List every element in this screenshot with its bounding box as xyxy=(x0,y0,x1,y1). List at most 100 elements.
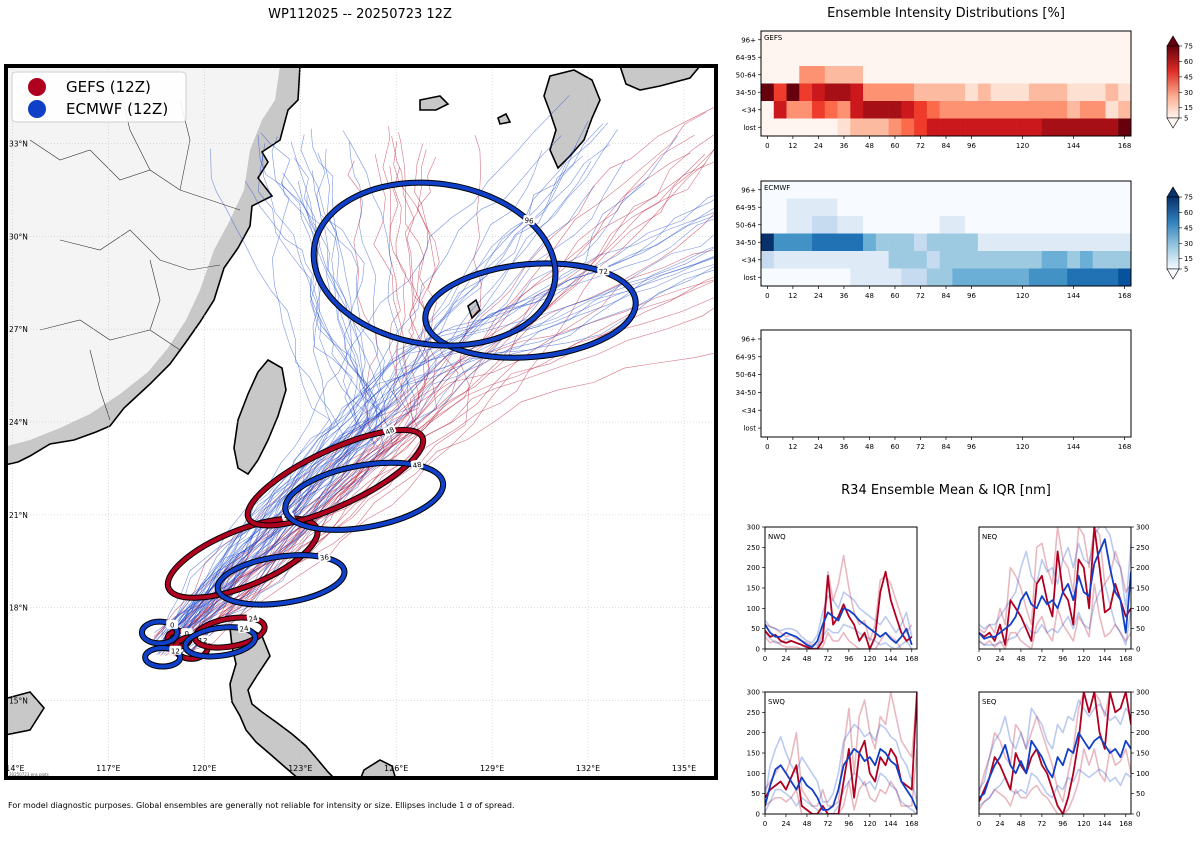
heatmap-cell xyxy=(837,233,851,252)
heatmap-cell xyxy=(977,233,991,252)
heatmap-cell xyxy=(1092,101,1106,119)
heatmap-cell xyxy=(863,101,877,119)
heatmap-xtick-label: 96 xyxy=(967,443,976,451)
heatmap-cell xyxy=(965,233,979,252)
heatmap-ytick-label: 34-50 xyxy=(736,239,756,247)
heatmap-cell xyxy=(875,101,889,119)
heatmap-cell xyxy=(850,216,864,234)
heatmap-cell xyxy=(1079,181,1094,199)
heatmap-cell xyxy=(1028,66,1042,84)
ecmwf-mean-line xyxy=(765,748,917,811)
heatmap-cell xyxy=(939,268,953,287)
heatmap-cell xyxy=(1092,48,1106,67)
ecmwf-ellipse-24: 24 xyxy=(182,623,259,660)
heatmap-cell xyxy=(1028,233,1042,252)
heatmap-xtick-label: 12 xyxy=(788,142,797,150)
r34-xtick-label: 48 xyxy=(1016,820,1025,828)
heatmap-cell xyxy=(939,233,953,252)
r34-xtick-label: 0 xyxy=(977,655,981,663)
ensemble-track xyxy=(165,143,459,645)
heatmap-cell xyxy=(926,181,940,199)
r34-ytick-label: 250 xyxy=(1136,544,1149,552)
heatmap-cell xyxy=(952,48,966,67)
heatmap-cell xyxy=(773,181,787,199)
heatmap-cell xyxy=(850,251,864,269)
r34-ytick-label: 50 xyxy=(1136,625,1145,633)
heatmap-cell xyxy=(837,198,851,217)
r34-series-group xyxy=(765,554,913,649)
ensemble-track xyxy=(156,197,716,655)
gefs-iqr-low-line xyxy=(979,583,1131,649)
ecmwf-ellipse-12: 12 xyxy=(142,644,184,670)
heatmap-cell xyxy=(773,216,787,234)
heatmap-cell xyxy=(1079,31,1094,49)
ellipse-ring xyxy=(139,619,180,646)
colorbar-tick-label: 15 xyxy=(1184,255,1193,263)
heatmap-cell xyxy=(990,31,1004,49)
ensemble-track xyxy=(164,136,330,644)
lon-tick-label: 117°E xyxy=(96,764,120,773)
heatmap-background xyxy=(761,330,1131,437)
heatmap-cell xyxy=(824,251,838,269)
heatmap-cell xyxy=(1079,66,1094,84)
heatmap-cell xyxy=(990,118,1004,137)
heatmap-cell xyxy=(1054,101,1068,119)
heatmap-ytick-label: 34-50 xyxy=(736,89,756,97)
heatmap-model-label: ECMWF xyxy=(764,184,790,192)
heatmap-cell xyxy=(990,251,1004,269)
heatmap-cell xyxy=(812,233,826,252)
gefs-ellipse-48: 48 xyxy=(244,424,427,529)
ensemble-track xyxy=(153,152,691,640)
heatmap-cell xyxy=(1028,101,1042,119)
heatmap-cell xyxy=(914,101,928,119)
heatmap-cell xyxy=(850,233,864,252)
r34-xtick-label: 24 xyxy=(782,655,791,663)
heatmap-model-label: GEFS xyxy=(764,34,783,42)
heatmap-cell xyxy=(850,101,864,119)
colorbar-tick-label: 45 xyxy=(1184,224,1193,232)
heatmap-cell xyxy=(952,31,966,49)
legend-ecmwf-label: ECMWF (12Z) xyxy=(66,100,168,118)
heatmap-cell xyxy=(1054,251,1068,269)
heatmap-cell xyxy=(1067,216,1081,234)
land-china-interior xyxy=(6,66,280,447)
r34-xtick-label: 144 xyxy=(1098,655,1112,663)
heatmap-xtick-label: 144 xyxy=(1067,443,1081,451)
heatmap-ytick-label: 96+ xyxy=(741,36,756,44)
map-legend: GEFS (12Z) ECMWF (12Z) xyxy=(11,71,187,123)
heatmap-cell xyxy=(1105,268,1119,287)
r34-ytick-label: 300 xyxy=(747,524,760,532)
heatmap-ytick-label: <34 xyxy=(741,407,756,415)
heatmap-xtick-label: 24 xyxy=(814,443,823,451)
ecmwf-colorbar-bar xyxy=(1166,196,1180,270)
heatmap-cell xyxy=(850,83,864,102)
heatmap-cell xyxy=(863,251,877,269)
colorbar-tick-label: 75 xyxy=(1184,43,1193,51)
ecmwf-iqr-high-line xyxy=(765,591,913,644)
heatmap-cell xyxy=(786,198,800,217)
heatmap-cell xyxy=(1041,233,1055,252)
heatmap-cell xyxy=(914,118,928,137)
heatmap-cell xyxy=(1079,101,1094,119)
r34-ytick-label: 200 xyxy=(1136,564,1149,572)
heatmap-xtick-label: 120 xyxy=(1016,443,1029,451)
ensemble-track xyxy=(173,211,716,657)
ellipse-hour-label: 48 xyxy=(384,426,395,437)
heatmap-cell xyxy=(824,181,838,199)
heatmap-cell xyxy=(875,216,889,234)
heatmap-cell xyxy=(837,48,851,67)
heatmap-cell xyxy=(837,268,851,287)
heatmap-cell xyxy=(773,268,787,287)
heatmap-cell xyxy=(824,233,838,252)
heatmap-cell xyxy=(1118,31,1132,49)
ecmwf-ellipse-48: 48 xyxy=(282,459,447,533)
heatmap-xtick-label: 144 xyxy=(1067,292,1081,300)
heatmap-cell xyxy=(965,48,979,67)
heatmap-cell xyxy=(824,198,838,217)
heatmap-cell xyxy=(1016,233,1030,252)
heatmap-cell xyxy=(1028,83,1042,102)
heatmap-cell xyxy=(824,48,838,67)
heatmap-cell xyxy=(901,233,915,252)
heatmap-xtick-label: 48 xyxy=(865,292,874,300)
